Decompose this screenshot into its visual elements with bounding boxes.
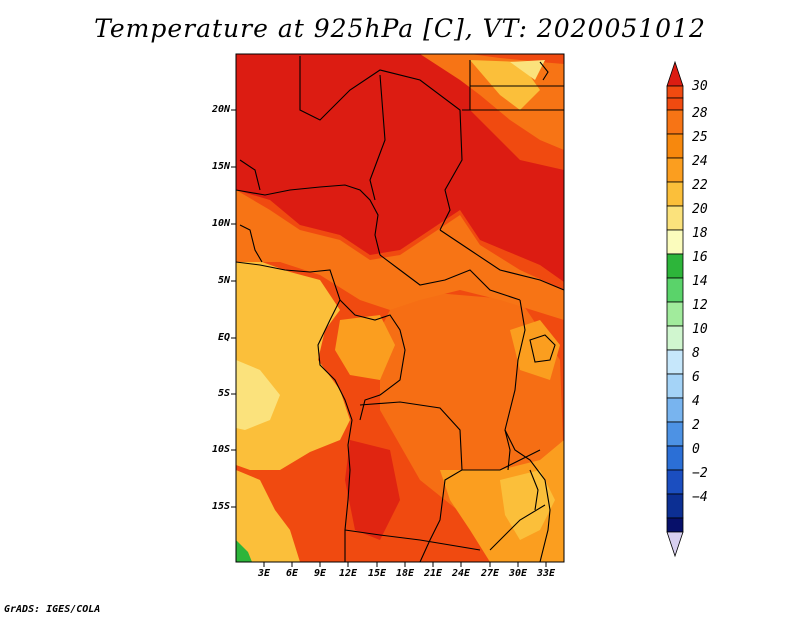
lon-label: 30E <box>508 568 528 579</box>
colorbar-swatch <box>666 421 684 447</box>
field-region-angola-hot <box>345 440 400 540</box>
lat-label: 10S <box>211 444 230 455</box>
colorbar-label: 8 <box>692 346 700 361</box>
sahara-border-north <box>299 56 463 231</box>
lon-label: 9E <box>313 568 327 579</box>
field-region-southwest-cold <box>236 540 252 562</box>
lon-label: 6E <box>285 568 299 579</box>
northwest-border <box>239 159 261 191</box>
colorbar-swatch <box>666 97 684 111</box>
colorbar-swatch <box>666 517 684 533</box>
zambia-border <box>462 449 541 471</box>
political-borders <box>236 56 564 562</box>
sahel-border-west <box>236 184 381 256</box>
longitude-ticks <box>263 562 547 567</box>
car-drc-border <box>379 254 521 301</box>
colorbar-top-arrow <box>666 60 684 87</box>
lon-label: 33E <box>536 568 556 579</box>
field-region-gulf-coast <box>236 190 564 320</box>
colorbar-swatch <box>666 397 684 423</box>
field-region-east-highlands <box>510 320 560 380</box>
namibia-border <box>344 529 481 551</box>
field-region-sahara <box>236 54 564 282</box>
colorbar-swatch <box>666 493 684 519</box>
colorbar-swatch <box>666 325 684 351</box>
lake-victoria <box>529 334 556 363</box>
colorbar-swatch <box>666 349 684 375</box>
colorbar-label: −2 <box>692 466 708 481</box>
colorbar-swatch <box>666 133 684 159</box>
colorbar-swatch <box>666 157 684 183</box>
lon-label: 21E <box>423 568 443 579</box>
zimbabwe-border <box>489 504 546 551</box>
sinai-coast <box>539 61 549 81</box>
colorbar-swatch <box>666 469 684 495</box>
lon-label: 18E <box>395 568 415 579</box>
field-region-northeast-cool <box>510 60 545 80</box>
lat-label: EQ <box>217 332 230 343</box>
colorbar-label: 16 <box>692 250 708 265</box>
colorbar-label: 12 <box>692 298 708 313</box>
colorbar-label: 22 <box>692 178 708 193</box>
colorbar-swatch <box>666 253 684 279</box>
colorbar-swatch <box>666 445 684 471</box>
colorbar-swatch <box>666 301 684 327</box>
field-region-south-cool <box>500 470 555 540</box>
lat-label: 5S <box>217 388 230 399</box>
lon-label: 3E <box>257 568 271 579</box>
lat-label: 20N <box>211 104 230 115</box>
lat-label: 15N <box>211 161 230 172</box>
colorbar-swatch <box>666 85 684 99</box>
east-lakes-border <box>504 299 551 562</box>
field-region-congo-basin <box>335 315 395 380</box>
colorbar-label: 14 <box>692 274 708 289</box>
colorbar-swatch <box>666 181 684 207</box>
colorbar <box>666 60 684 558</box>
west-africa-border <box>239 224 263 263</box>
field-region-atlantic-cool <box>236 360 280 430</box>
colorbar-label: 6 <box>692 370 700 385</box>
colorbar-label: 30 <box>692 79 708 94</box>
colorbar-label: 4 <box>692 394 700 409</box>
lat-label: 10N <box>211 218 230 229</box>
colorbar-label: 28 <box>692 106 708 121</box>
lon-label: 24E <box>451 568 471 579</box>
colorbar-label: 25 <box>692 130 708 145</box>
map-title: Temperature at 925hPa [C], VT: 202005101… <box>94 14 706 43</box>
lon-label: 15E <box>367 568 387 579</box>
map-frame <box>235 53 565 563</box>
lat-label: 15S <box>211 501 230 512</box>
grads-credit: GrADS: IGES/COLA <box>4 604 101 615</box>
latitude-ticks <box>231 109 236 508</box>
colorbar-label: 24 <box>692 154 708 169</box>
colorbar-label: 10 <box>692 322 708 337</box>
colorbar-swatch <box>666 205 684 231</box>
colorbar-label: 18 <box>692 226 708 241</box>
colorbar-label: 20 <box>692 202 708 217</box>
colorbar-bottom-arrow <box>666 531 684 558</box>
temperature-field <box>236 54 564 562</box>
colorbar-label: −4 <box>692 490 708 505</box>
colorbar-swatch <box>666 373 684 399</box>
lake-malawi <box>529 469 539 511</box>
field-region-southwest-ocean <box>236 470 300 562</box>
field-region-northeast-warm <box>470 60 540 110</box>
lake-tanganyika <box>504 429 511 471</box>
colorbar-label: 0 <box>692 442 700 457</box>
colorbar-label: 2 <box>692 418 700 433</box>
atlantic-coastline <box>236 261 353 562</box>
colorbar-swatch <box>666 109 684 135</box>
congo-border <box>339 299 406 421</box>
lon-label: 12E <box>338 568 358 579</box>
colorbar-swatch <box>666 229 684 255</box>
niger-chad-border <box>369 74 386 201</box>
car-sudan-border <box>439 229 564 291</box>
lat-label: 5N <box>217 275 230 286</box>
lon-label: 27E <box>480 568 500 579</box>
colorbar-swatch <box>666 277 684 303</box>
